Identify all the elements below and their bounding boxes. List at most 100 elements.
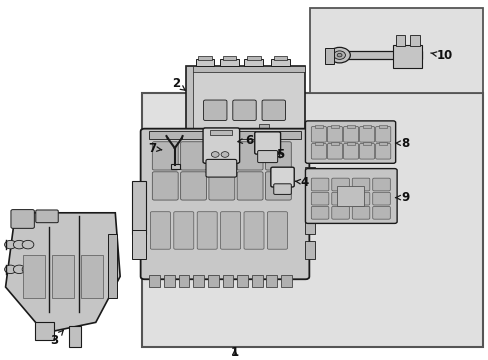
Bar — [195, 59, 214, 66]
Bar — [132, 230, 146, 259]
Bar — [246, 56, 260, 60]
Circle shape — [4, 240, 16, 249]
Bar — [185, 66, 305, 133]
Bar — [198, 56, 211, 60]
Bar — [22, 255, 44, 298]
FancyBboxPatch shape — [180, 172, 206, 200]
Bar — [305, 142, 315, 160]
Circle shape — [221, 152, 228, 157]
FancyBboxPatch shape — [36, 210, 58, 223]
FancyBboxPatch shape — [351, 192, 369, 205]
Circle shape — [328, 48, 349, 63]
FancyBboxPatch shape — [11, 210, 34, 228]
Text: 9: 9 — [395, 191, 408, 204]
FancyBboxPatch shape — [343, 144, 358, 159]
Bar — [330, 125, 338, 128]
Bar — [271, 59, 289, 66]
FancyBboxPatch shape — [197, 212, 217, 249]
Text: 2: 2 — [172, 77, 185, 90]
FancyBboxPatch shape — [152, 142, 178, 170]
Bar — [193, 275, 203, 287]
Text: 5: 5 — [275, 148, 284, 161]
FancyBboxPatch shape — [173, 212, 193, 249]
FancyBboxPatch shape — [331, 192, 348, 205]
Bar — [305, 192, 315, 209]
FancyBboxPatch shape — [359, 144, 374, 159]
Bar — [305, 216, 315, 234]
Bar — [170, 165, 179, 168]
FancyBboxPatch shape — [257, 150, 277, 163]
FancyBboxPatch shape — [267, 212, 287, 249]
Bar — [273, 56, 287, 60]
FancyBboxPatch shape — [180, 142, 206, 170]
Text: 7: 7 — [147, 142, 162, 155]
FancyBboxPatch shape — [232, 100, 256, 121]
Bar — [259, 125, 268, 130]
Bar — [362, 142, 370, 145]
Bar — [178, 275, 189, 287]
FancyBboxPatch shape — [327, 126, 342, 142]
FancyBboxPatch shape — [351, 178, 369, 191]
FancyBboxPatch shape — [205, 159, 236, 177]
Bar — [251, 275, 262, 287]
FancyBboxPatch shape — [311, 178, 328, 191]
Bar — [185, 66, 193, 133]
FancyBboxPatch shape — [305, 168, 396, 224]
Text: 6: 6 — [238, 134, 253, 147]
FancyBboxPatch shape — [331, 178, 348, 191]
Bar — [362, 125, 370, 128]
FancyBboxPatch shape — [359, 126, 374, 142]
FancyBboxPatch shape — [311, 126, 326, 142]
FancyBboxPatch shape — [311, 144, 326, 159]
FancyBboxPatch shape — [208, 142, 234, 170]
Bar — [149, 131, 300, 139]
Bar — [149, 275, 160, 287]
Bar — [314, 142, 323, 145]
Text: 1: 1 — [230, 346, 238, 359]
Bar — [210, 130, 232, 135]
Circle shape — [13, 265, 25, 274]
Bar — [224, 132, 259, 142]
Bar — [314, 125, 323, 128]
Bar — [222, 56, 236, 60]
Bar — [378, 125, 386, 128]
FancyBboxPatch shape — [237, 172, 263, 200]
Bar — [336, 186, 363, 206]
Circle shape — [333, 51, 345, 59]
Circle shape — [336, 53, 341, 57]
Text: 8: 8 — [395, 137, 408, 150]
Text: 3: 3 — [50, 330, 63, 347]
FancyBboxPatch shape — [311, 206, 328, 219]
Bar — [185, 66, 305, 72]
Bar — [220, 59, 238, 66]
FancyBboxPatch shape — [305, 121, 395, 163]
Bar — [325, 48, 333, 64]
Bar — [310, 8, 483, 93]
FancyBboxPatch shape — [343, 126, 358, 142]
FancyBboxPatch shape — [372, 178, 389, 191]
Bar — [244, 59, 263, 66]
Bar — [207, 275, 218, 287]
FancyBboxPatch shape — [372, 206, 389, 219]
Circle shape — [13, 240, 25, 249]
Bar — [392, 45, 422, 68]
FancyBboxPatch shape — [311, 192, 328, 205]
Bar — [346, 142, 354, 145]
FancyBboxPatch shape — [273, 184, 291, 194]
FancyBboxPatch shape — [254, 132, 280, 154]
Bar — [346, 125, 354, 128]
Bar — [132, 181, 146, 234]
Polygon shape — [5, 213, 120, 333]
FancyBboxPatch shape — [203, 128, 239, 163]
FancyBboxPatch shape — [203, 100, 226, 121]
Bar — [237, 275, 247, 287]
FancyBboxPatch shape — [270, 167, 294, 187]
FancyBboxPatch shape — [375, 144, 390, 159]
Bar — [266, 275, 277, 287]
Bar — [281, 275, 291, 287]
FancyBboxPatch shape — [375, 126, 390, 142]
Bar — [329, 51, 422, 59]
Bar — [222, 275, 233, 287]
Bar — [163, 275, 174, 287]
Bar — [395, 35, 405, 46]
